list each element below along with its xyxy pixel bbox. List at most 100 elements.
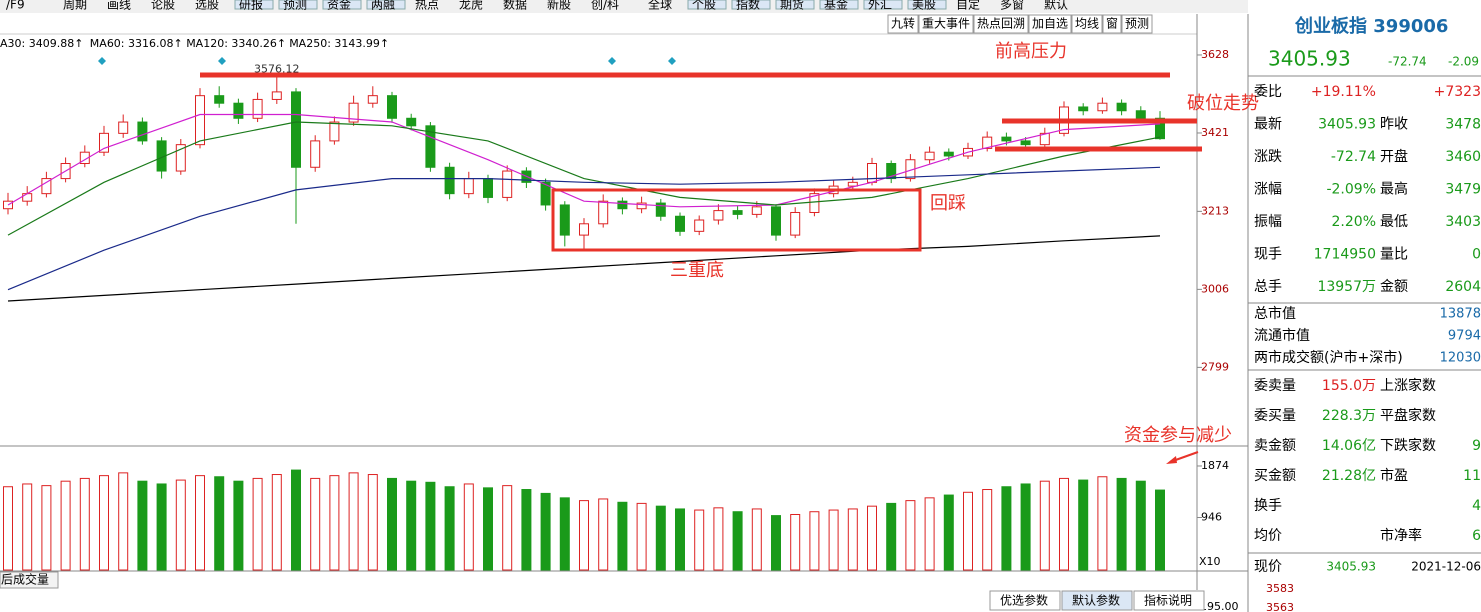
tool-button[interactable] (973, 14, 1029, 34)
toolbar-tab[interactable]: 数据 (503, 0, 527, 12)
quote-label: 最高 (1380, 181, 1408, 198)
toolbar-tab[interactable]: 新股 (547, 0, 571, 12)
volume-bar (406, 480, 417, 571)
quote-value: +19.11% (1311, 84, 1376, 100)
volume-bar (22, 483, 33, 571)
toolbar-tab[interactable]: 指数 (736, 0, 760, 12)
toolbar-tab[interactable]: 全球 (648, 0, 672, 12)
tool-label: 九转 (891, 16, 915, 31)
toolbar-tab[interactable]: 外汇 (868, 0, 892, 12)
indicator-tab[interactable] (0, 571, 59, 589)
quote-value: 3405.93 (1318, 117, 1376, 133)
param-button[interactable] (989, 590, 1061, 611)
tool-button[interactable] (1121, 14, 1153, 34)
tab-bg (819, 0, 859, 10)
volume-bar (579, 500, 589, 571)
candle-body (559, 204, 570, 236)
volume-bar (617, 501, 628, 571)
candle-body (982, 136, 993, 149)
toolbar-tab[interactable]: 美股 (912, 0, 936, 12)
tool-button[interactable] (918, 14, 974, 34)
toolbar-tab[interactable]: 多窗 (1000, 0, 1024, 12)
tab-bg (322, 0, 362, 10)
volume-bar (310, 477, 321, 571)
toolbar-tab[interactable]: 自定 (956, 0, 980, 12)
volume-bar (963, 491, 973, 571)
candle-body (118, 121, 129, 134)
tool-button[interactable] (887, 14, 919, 34)
quote-value: 9794 (1448, 329, 1481, 344)
quote-change: -72.74 (1388, 55, 1427, 69)
toolbar-tab[interactable]: 画线 (107, 0, 131, 12)
ma-line (7, 166, 1161, 291)
tool-button[interactable] (1102, 14, 1122, 34)
quote-label: 市盈 (1380, 467, 1408, 484)
toolbar-tab[interactable]: 期货 (780, 0, 804, 12)
candle-body (444, 166, 455, 195)
markers (98, 57, 676, 65)
volume-bar (905, 500, 916, 571)
quote-value: 1714950 (1314, 247, 1376, 263)
toolbar-tab[interactable]: 热点 (415, 0, 439, 12)
quote-value: 2.20% (1332, 214, 1376, 230)
quote-label: 委卖量 (1254, 378, 1296, 394)
volume-bar (943, 494, 954, 571)
tool-button[interactable] (1071, 14, 1103, 34)
toolbar-tab[interactable]: 龙虎 (459, 0, 483, 12)
volume-bar (3, 486, 13, 571)
indicator-name: 后成交量 (1, 572, 49, 587)
candle-body (1116, 102, 1127, 112)
scale-label: 195.00 (1200, 600, 1239, 612)
volume-bar (252, 477, 263, 571)
annotation: 回踩 (930, 193, 966, 214)
quote-value: 3403 (1445, 214, 1481, 230)
quote-value: 13957万 (1317, 279, 1376, 295)
toolbar-tab[interactable]: 研报 (239, 0, 263, 12)
param-button[interactable] (1061, 590, 1133, 611)
quote-value: 14.06亿 (1322, 438, 1376, 454)
volume-bar (233, 480, 244, 571)
quote-value: 21.28亿 (1322, 468, 1376, 484)
tool-label: 重大事件 (922, 17, 970, 31)
volume-bar (444, 486, 455, 571)
quote-label: 委比 (1254, 84, 1282, 100)
volume-bar (1020, 483, 1031, 571)
volume-bar (771, 515, 781, 571)
toolbar-tab[interactable]: 基金 (824, 0, 848, 12)
toolbar-tab[interactable]: 周期 (63, 0, 87, 12)
tab-bg (687, 0, 727, 10)
param-label: 默认参数 (1072, 593, 1120, 608)
toolbar-tab[interactable]: 创/科 (591, 0, 619, 12)
y-tick-label: 1874 (1201, 459, 1229, 472)
candle-body (713, 210, 724, 221)
volume-bar (195, 475, 205, 571)
candle-body (41, 178, 52, 195)
volume-bar (1155, 489, 1165, 571)
legend-entry: A30: 3409.88↑ (0, 37, 83, 50)
toolbar-tab[interactable]: /F9 (6, 0, 25, 12)
candle-body (751, 206, 762, 215)
toolbar-tab[interactable]: 预测 (283, 0, 307, 12)
tab-bg (366, 0, 406, 10)
quote-label: 金额 (1380, 279, 1408, 295)
candle-body (1078, 106, 1089, 112)
annotation: 三重底 (670, 260, 724, 281)
candle-body (1135, 110, 1146, 119)
candle-body (425, 125, 436, 168)
toolbar-tab[interactable]: 默认 (1044, 0, 1068, 12)
candle-body (483, 178, 493, 198)
toolbar-tab[interactable]: 个股 (692, 0, 716, 12)
toolbar-tab[interactable]: 资金 (327, 0, 351, 12)
candle-body (924, 151, 935, 161)
toolbar-tab[interactable]: 选股 (195, 0, 219, 12)
toolbar-tab[interactable]: 两融 (371, 0, 395, 12)
param-button[interactable] (1133, 590, 1205, 611)
candle-body (675, 215, 685, 232)
volume-bar (348, 472, 359, 571)
volume-bar (867, 505, 877, 571)
toolbar-tab[interactable]: 论股 (151, 0, 175, 12)
tool-button[interactable] (1028, 14, 1072, 34)
quote-value: 11 (1463, 468, 1481, 484)
candle-body (310, 140, 321, 168)
volume-bar (559, 497, 570, 571)
